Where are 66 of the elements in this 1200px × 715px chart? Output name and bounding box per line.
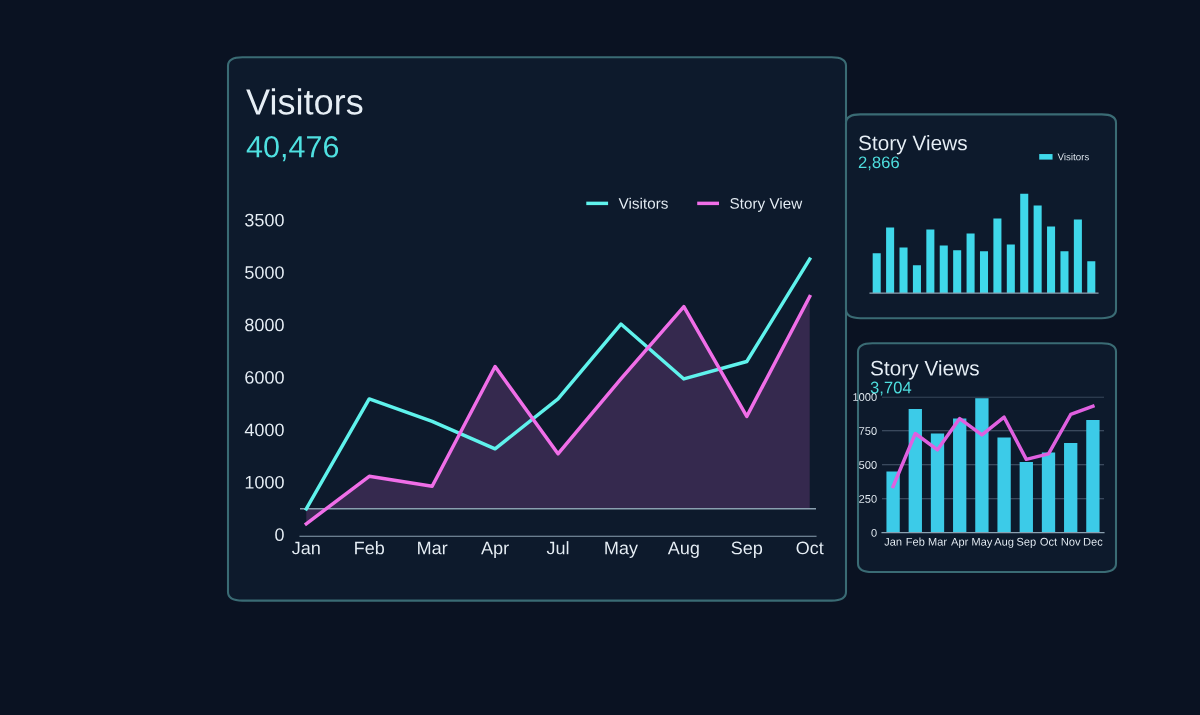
line-series: [891, 404, 1095, 489]
bar: [1019, 462, 1033, 533]
chart-title: Visitors: [246, 88, 363, 115]
bar: [1064, 443, 1078, 533]
bar: [1087, 261, 1096, 294]
y-tick-label: 0: [871, 528, 877, 537]
x-tick-label: Aug: [994, 537, 1014, 548]
bar: [930, 433, 945, 533]
text: 5000: [245, 266, 284, 279]
bar: [926, 229, 935, 294]
x-tick-label: May: [605, 541, 638, 558]
x-tick-label: Oct: [1040, 537, 1058, 546]
x-tick-label: Feb: [355, 541, 385, 555]
y-tick-label: 500: [859, 461, 877, 469]
chart-subtitle: 40,476: [246, 135, 339, 162]
x-tick-label: Dec: [1083, 537, 1103, 546]
x-tick-label: May: [972, 537, 993, 548]
x-tick-label: Apr: [481, 541, 509, 558]
bar: [899, 247, 908, 294]
bar: [886, 227, 895, 294]
bar: [997, 437, 1011, 533]
text: 1000: [245, 475, 284, 489]
text: 0: [275, 528, 284, 542]
x-tick-label: Oct: [796, 541, 824, 555]
legend-label: Visitors: [1057, 153, 1089, 161]
bar: [886, 471, 900, 533]
x-tick-label: Feb: [906, 537, 925, 546]
legend-label: Story View: [730, 197, 803, 212]
bar: [1073, 219, 1082, 294]
x-tick-label: Sep: [731, 541, 763, 558]
legend-label: Visitors: [618, 197, 668, 209]
x-tick-label: Aug: [667, 541, 699, 558]
x-tick-label: Sep: [1016, 537, 1036, 548]
bar: [1033, 205, 1042, 294]
bar: [872, 253, 881, 294]
bar: [1020, 193, 1029, 294]
text: 8000: [245, 318, 284, 332]
bar: [1006, 244, 1015, 294]
bar: [993, 218, 1002, 294]
bar: [1060, 251, 1069, 294]
bar: [953, 418, 967, 533]
y-tick-label: 750: [859, 427, 877, 435]
x-tick-label: Mar: [418, 541, 448, 555]
chart-subtitle: 2,866: [858, 156, 899, 171]
bar: [975, 398, 989, 533]
chart-title: Story Views: [870, 360, 979, 380]
bar: [1047, 226, 1056, 294]
x-tick-label: Mar: [928, 537, 947, 546]
x-tick-label: Jan: [292, 541, 320, 555]
text: 3500: [245, 213, 284, 227]
bar: [912, 265, 921, 294]
y-tick-label: 250: [859, 494, 877, 503]
x-tick-label: Apr: [951, 537, 969, 548]
bar: [908, 409, 922, 533]
bar: [1086, 419, 1100, 533]
bar: [953, 250, 962, 294]
text: 6000: [245, 371, 284, 384]
x-tick-label: Jan: [884, 537, 902, 546]
bar: [979, 251, 989, 294]
chart-title: Story Views: [858, 135, 967, 155]
bar: [939, 245, 948, 294]
x-tick-label: Nov: [1061, 537, 1081, 546]
x-tick-label: Jul: [546, 541, 569, 555]
bar: [1041, 452, 1056, 533]
text: 4000: [244, 423, 284, 437]
bar: [966, 233, 975, 294]
